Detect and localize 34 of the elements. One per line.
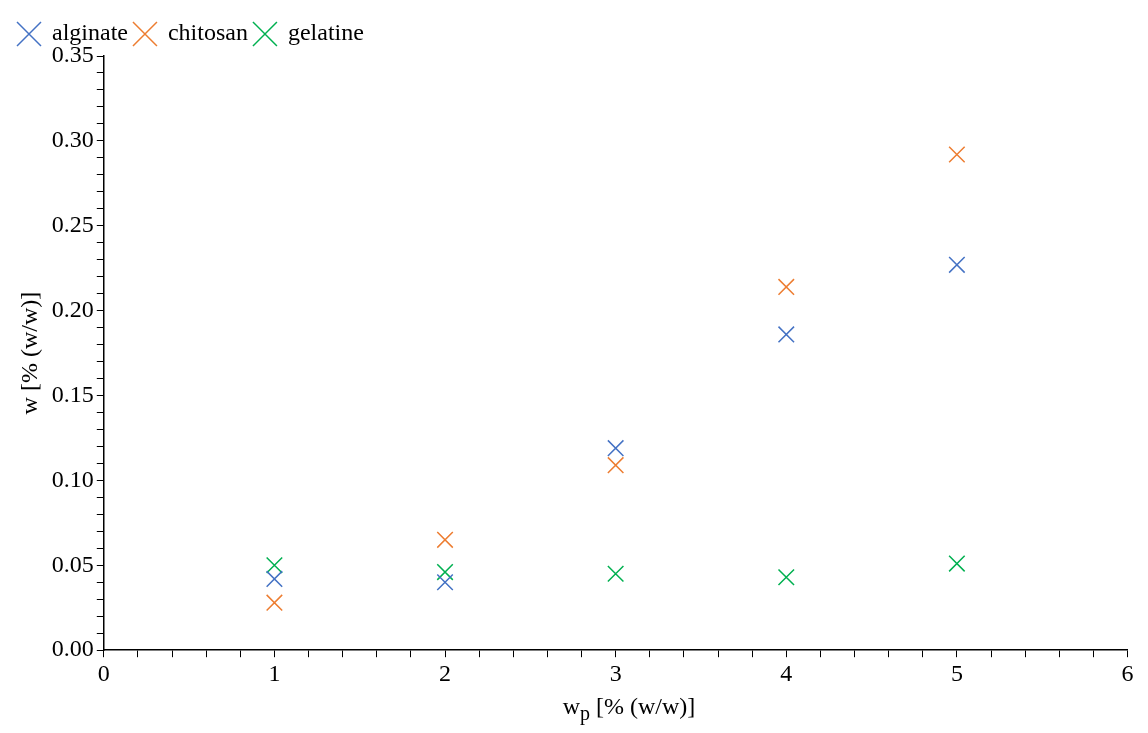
point xyxy=(948,555,966,573)
x-tick-label: 3 xyxy=(609,659,622,686)
y-tick-label: 0.30 xyxy=(51,126,94,153)
x-axis-title: w$_{p}$ [% (w/w)] xyxy=(561,692,697,727)
x-tick-label: 2 xyxy=(439,659,452,686)
y-axis-title: w [% (w/w)] xyxy=(15,291,42,415)
point xyxy=(777,568,795,586)
x-tick-label: 4 xyxy=(780,659,793,686)
point xyxy=(948,145,966,163)
point xyxy=(265,594,283,612)
point xyxy=(948,256,966,274)
y-tick-label: 0.05 xyxy=(51,550,94,577)
y-tick-label: 0.20 xyxy=(51,295,94,322)
y-tick-label: 0.15 xyxy=(51,380,94,407)
point xyxy=(436,531,454,549)
y-tick-label: 0.25 xyxy=(51,211,94,238)
x-tick-label: 5 xyxy=(950,659,963,686)
point xyxy=(607,565,625,583)
y-tick-label: 0.00 xyxy=(51,635,94,662)
legend-label: alginate xyxy=(52,19,128,46)
point xyxy=(436,573,454,591)
legend-label: chitosan xyxy=(167,19,248,46)
x-tick-label: 0 xyxy=(97,659,110,686)
y-tick-label: 0.10 xyxy=(51,465,94,492)
point xyxy=(265,556,283,574)
point xyxy=(607,439,625,457)
legend-label: gelatine xyxy=(287,19,364,46)
point xyxy=(607,456,625,474)
point xyxy=(777,278,795,296)
x-tick-label: 1 xyxy=(268,659,281,686)
x-tick-label: 6 xyxy=(1121,659,1134,686)
point xyxy=(436,563,454,581)
point xyxy=(777,325,795,343)
point xyxy=(265,570,283,588)
